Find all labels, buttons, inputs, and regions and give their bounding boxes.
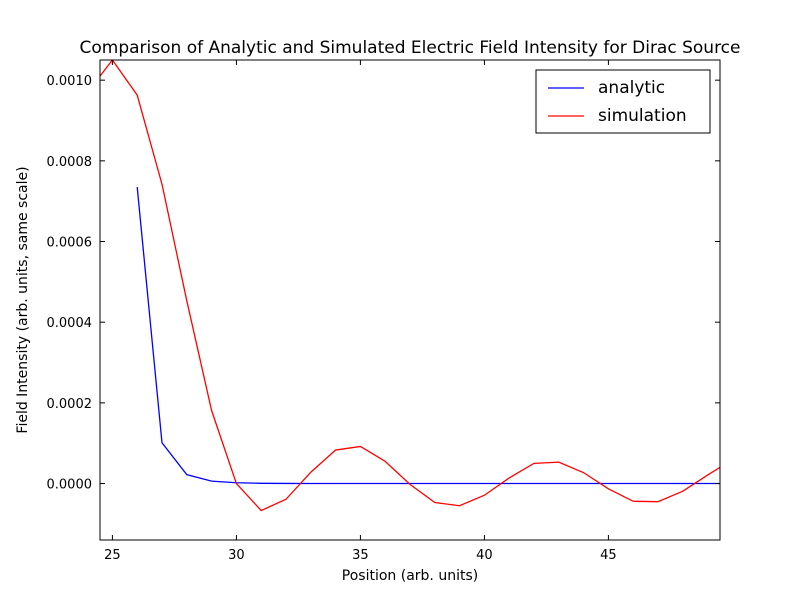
y-tick-label: 0.0004 — [47, 316, 93, 331]
x-axis-label: Position (arb. units) — [342, 568, 478, 584]
series-layer — [100, 60, 720, 512]
y-tick-label: 0.0002 — [47, 397, 93, 412]
legend-box — [535, 69, 711, 134]
x-tick-label: 30 — [228, 548, 245, 563]
y-tick-label: 0.0006 — [47, 236, 93, 251]
series-line-simulation — [100, 60, 720, 512]
y-axis-label: Field Intensity (arb. units, same scale) — [15, 166, 31, 433]
legend: analytic simulation — [535, 69, 711, 134]
x-tick-label: 35 — [352, 548, 369, 563]
series-line-analytic — [136, 186, 720, 485]
x-tick-label: 40 — [476, 548, 493, 563]
tick-layer: 25 30 35 40 45 0.0000 0.0002 0.0004 0.0006 0.0008… — [47, 60, 720, 563]
x-tick-label: 25 — [104, 548, 121, 563]
y-tick-label: 0.0008 — [47, 155, 93, 170]
x-tick-label: 45 — [600, 548, 617, 563]
legend-label-simulation: simulation — [598, 106, 687, 126]
y-tick-label: 0.0010 — [47, 74, 93, 89]
chart-title: Comparison of Analytic and Simulated Ele… — [80, 38, 741, 58]
y-tick-label: 0.0000 — [47, 478, 93, 493]
plot-frame — [99, 59, 721, 541]
legend-label-analytic: analytic — [598, 78, 665, 98]
